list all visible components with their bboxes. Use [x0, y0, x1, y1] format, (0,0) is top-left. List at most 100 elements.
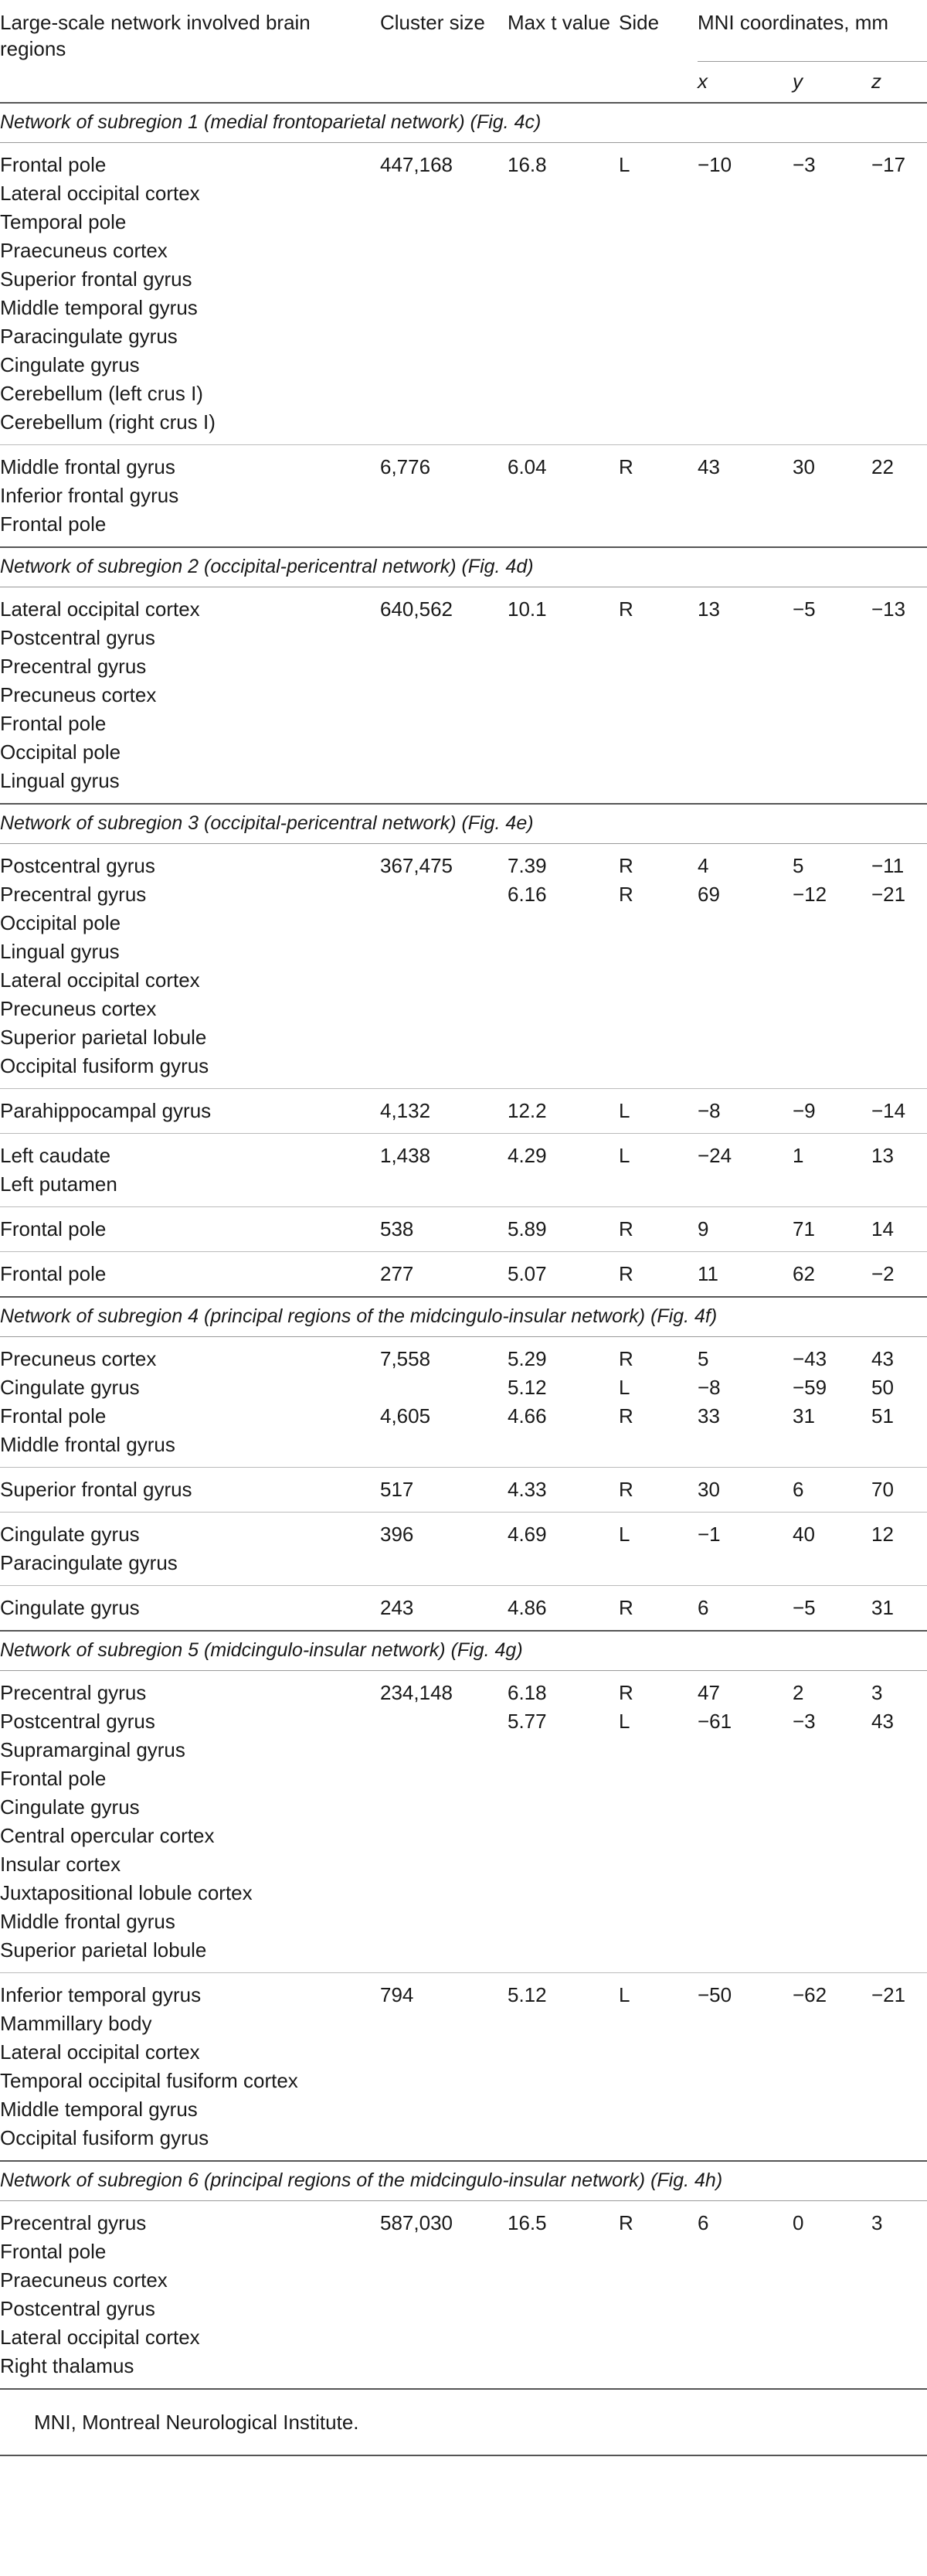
cluster-size: 367,475 — [380, 854, 453, 877]
coord-x: 33 — [698, 1404, 720, 1428]
empty-cell — [619, 767, 698, 795]
empty-cell — [871, 1907, 927, 1936]
empty-cell — [698, 995, 793, 1023]
row-line: Occipital fusiform gyrus — [0, 2124, 927, 2152]
row-line: Frontal pole 538 5.89 R 9 71 14 — [0, 1215, 927, 1244]
empty-cell — [508, 2095, 619, 2124]
empty-cell — [508, 2237, 619, 2266]
coord-y: 6 — [793, 1478, 804, 1501]
coord-z: 3 — [871, 2211, 883, 2234]
cluster-size: 640,562 — [380, 597, 453, 621]
empty-cell — [871, 738, 927, 767]
empty-cell — [871, 1736, 927, 1764]
empty-cell — [698, 2095, 793, 2124]
empty-cell — [698, 265, 793, 294]
coord-z: 43 — [871, 1347, 894, 1370]
empty-cell — [793, 351, 871, 379]
empty-cell — [698, 710, 793, 738]
region: Frontal pole — [0, 712, 107, 735]
empty-cell — [698, 767, 793, 795]
region: Postcentral gyrus — [0, 854, 155, 877]
coord-x: 47 — [698, 1681, 720, 1704]
region: Superior parietal lobule — [0, 1026, 207, 1049]
empty-cell — [380, 482, 508, 510]
row-line: Central opercular cortex — [0, 1822, 927, 1850]
side: R — [619, 883, 633, 906]
empty-cell — [380, 2067, 508, 2095]
section-title: Network of subregion 1 (medial frontopar… — [0, 104, 927, 143]
coord-x: 5 — [698, 1347, 709, 1370]
region: Central opercular cortex — [0, 1824, 215, 1847]
empty-cell — [508, 2295, 619, 2323]
empty-cell — [793, 681, 871, 710]
region: Postcentral gyrus — [0, 626, 155, 649]
empty-cell — [508, 208, 619, 237]
max-t: 6.16 — [508, 883, 547, 906]
region: Precuneus cortex — [0, 683, 157, 706]
empty-cell — [619, 2009, 698, 2038]
side: R — [619, 1596, 633, 1619]
empty-cell — [380, 265, 508, 294]
region: Lateral occipital cortex — [0, 597, 200, 621]
region: Cingulate gyrus — [0, 353, 140, 376]
empty-cell — [871, 265, 927, 294]
table-row: Frontal pole 277 5.07 R 11 62 −2 — [0, 1251, 927, 1296]
empty-cell — [508, 351, 619, 379]
empty-cell — [871, 995, 927, 1023]
empty-cell — [380, 1879, 508, 1907]
empty-cell — [793, 995, 871, 1023]
region: Middle frontal gyrus — [0, 1910, 175, 1933]
empty-cell — [508, 322, 619, 351]
empty-cell — [619, 995, 698, 1023]
row-line: Cingulate gyrus 396 4.69 L −1 40 12 — [0, 1520, 927, 1549]
region: Occipital fusiform gyrus — [0, 1054, 209, 1077]
empty-cell — [793, 938, 871, 966]
table-row: Lateral occipital cortex 640,562 10.1 R 13 −5… — [0, 587, 927, 803]
empty-cell — [698, 408, 793, 437]
empty-cell — [508, 510, 619, 539]
empty-cell — [698, 2266, 793, 2295]
empty-cell — [619, 681, 698, 710]
empty-cell — [793, 2038, 871, 2067]
empty-cell — [871, 2067, 927, 2095]
empty-cell — [698, 379, 793, 408]
max-t: 5.29 — [508, 1347, 547, 1370]
region: Lateral occipital cortex — [0, 182, 200, 205]
empty-cell — [619, 408, 698, 437]
row-line: Lingual gyrus — [0, 767, 927, 795]
empty-cell — [793, 294, 871, 322]
empty-cell — [698, 681, 793, 710]
empty-cell — [508, 2067, 619, 2095]
coord-z: −21 — [871, 1983, 906, 2006]
empty-cell — [793, 1549, 871, 1577]
empty-cell — [871, 2352, 927, 2380]
max-t: 5.07 — [508, 1262, 547, 1285]
empty-cell — [619, 938, 698, 966]
empty-cell — [380, 966, 508, 995]
region: Frontal pole — [0, 1404, 107, 1428]
row-line: Lateral occipital cortex — [0, 179, 927, 208]
empty-cell — [380, 1373, 508, 1402]
row-line: Superior frontal gyrus 517 4.33 R 30 6 70 — [0, 1475, 927, 1504]
empty-cell — [508, 624, 619, 652]
empty-cell — [698, 1850, 793, 1879]
empty-cell — [698, 1822, 793, 1850]
empty-cell — [380, 738, 508, 767]
empty-cell — [871, 1170, 927, 1199]
empty-cell — [698, 237, 793, 265]
cluster-size: 587,030 — [380, 2211, 453, 2234]
row-line: Right thalamus — [0, 2352, 927, 2380]
empty-cell — [619, 738, 698, 767]
empty-cell — [793, 1907, 871, 1936]
empty-cell — [793, 909, 871, 938]
empty-cell — [619, 2237, 698, 2266]
empty-cell — [793, 1736, 871, 1764]
empty-cell — [793, 1793, 871, 1822]
max-t: 4.29 — [508, 1144, 547, 1167]
side: R — [619, 597, 633, 621]
empty-cell — [698, 208, 793, 237]
empty-cell — [380, 2038, 508, 2067]
empty-cell — [793, 2009, 871, 2038]
empty-cell — [619, 208, 698, 237]
region: Cingulate gyrus — [0, 1523, 140, 1546]
